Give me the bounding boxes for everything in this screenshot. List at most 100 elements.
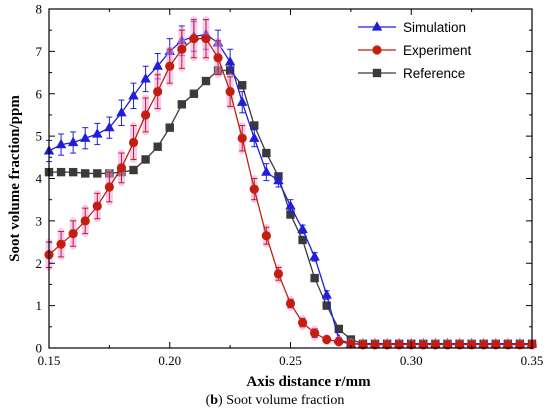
data-point bbox=[128, 90, 139, 100]
data-point bbox=[370, 340, 380, 350]
data-point bbox=[515, 340, 525, 350]
data-point bbox=[310, 328, 320, 338]
data-point bbox=[273, 269, 284, 279]
data-point bbox=[189, 89, 199, 98]
legend-marker bbox=[371, 21, 383, 31]
data-point bbox=[189, 34, 199, 44]
y-tick-label: 6 bbox=[36, 86, 43, 101]
data-point bbox=[68, 167, 78, 177]
data-point bbox=[104, 121, 115, 132]
data-point bbox=[177, 44, 187, 54]
series-experiment bbox=[44, 16, 537, 351]
data-point bbox=[140, 73, 151, 83]
data-point bbox=[346, 339, 356, 349]
data-point bbox=[141, 155, 150, 164]
data-point bbox=[262, 148, 271, 158]
data-point bbox=[467, 340, 477, 350]
data-point bbox=[310, 273, 319, 283]
data-point bbox=[503, 340, 513, 350]
caption-text: Soot volume fraction bbox=[226, 393, 345, 408]
data-point bbox=[430, 340, 440, 350]
data-point bbox=[116, 107, 127, 117]
data-point bbox=[249, 132, 260, 142]
data-point bbox=[238, 81, 247, 90]
data-point bbox=[225, 87, 235, 97]
data-point bbox=[273, 174, 284, 185]
legend-marker bbox=[372, 68, 382, 78]
x-tick-labels: 0.15 0.20 0.25 0.30 0.35 bbox=[38, 353, 544, 368]
y-tick-label: 3 bbox=[36, 213, 43, 228]
data-point bbox=[224, 56, 236, 66]
data-point bbox=[321, 289, 332, 299]
data-point bbox=[92, 128, 103, 138]
data-point bbox=[297, 223, 308, 233]
data-point bbox=[442, 340, 453, 350]
y-tick-label: 5 bbox=[36, 129, 43, 144]
caption-close-paren: ) bbox=[218, 393, 223, 408]
data-point bbox=[237, 96, 248, 106]
data-point bbox=[322, 301, 331, 310]
data-point bbox=[297, 317, 308, 328]
data-point bbox=[479, 340, 489, 350]
data-point bbox=[334, 337, 344, 347]
data-point bbox=[286, 210, 295, 219]
legend-label: Experiment bbox=[403, 43, 472, 58]
data-point bbox=[249, 184, 259, 194]
data-point bbox=[382, 340, 392, 350]
data-point bbox=[250, 121, 259, 130]
legend-item-reference: Reference bbox=[358, 66, 465, 81]
data-point bbox=[81, 169, 90, 178]
data-point bbox=[285, 200, 296, 210]
data-point bbox=[67, 136, 79, 147]
data-point bbox=[68, 228, 78, 239]
y-tick-label: 0 bbox=[36, 341, 43, 356]
data-point bbox=[177, 100, 187, 109]
legend-label: Reference bbox=[403, 66, 465, 81]
data-point bbox=[153, 142, 162, 151]
data-point bbox=[201, 76, 211, 86]
data-point bbox=[104, 182, 114, 192]
y-tick-label: 2 bbox=[36, 256, 43, 271]
data-point bbox=[141, 110, 151, 120]
data-point bbox=[454, 340, 465, 350]
legend-item-experiment: Experiment bbox=[358, 43, 472, 58]
legend-label: Simulation bbox=[403, 20, 466, 35]
x-tick-label: 0.15 bbox=[38, 353, 61, 368]
data-point bbox=[93, 169, 102, 178]
y-tick-label: 1 bbox=[36, 298, 43, 313]
data-point bbox=[237, 133, 247, 143]
x-tick-label: 0.35 bbox=[521, 353, 544, 368]
data-point bbox=[116, 163, 127, 173]
data-point bbox=[261, 166, 272, 176]
data-point bbox=[92, 201, 102, 211]
data-point bbox=[128, 137, 139, 148]
y-tick-label: 7 bbox=[36, 44, 43, 59]
x-tick-label: 0.25 bbox=[279, 353, 302, 368]
data-point bbox=[322, 334, 332, 345]
legend-item-simulation: Simulation bbox=[358, 20, 466, 35]
data-point bbox=[165, 61, 175, 71]
y-tick-labels: 0 1 2 3 4 5 6 7 8 bbox=[36, 2, 43, 356]
data-point bbox=[153, 87, 163, 97]
plot-area bbox=[43, 16, 538, 351]
data-point bbox=[129, 165, 138, 175]
caption-open-paren: ( bbox=[205, 393, 211, 408]
y-axis-title: Soot volume fraction/ppm bbox=[7, 95, 23, 262]
legend: Simulation Experiment Reference bbox=[358, 20, 472, 81]
data-point bbox=[213, 53, 223, 63]
data-point bbox=[56, 167, 66, 177]
chart: 0.15 0.20 0.25 0.30 0.35 0 1 2 3 4 5 6 7 8 Axis dist… bbox=[7, 2, 544, 391]
figure-caption: (b) Soot volume fraction bbox=[0, 393, 550, 409]
data-point bbox=[201, 34, 211, 44]
data-point bbox=[358, 340, 368, 350]
data-point bbox=[418, 340, 428, 350]
data-point bbox=[309, 251, 320, 261]
axis-ticks bbox=[48, 8, 533, 349]
data-point bbox=[285, 298, 296, 309]
data-point bbox=[298, 235, 307, 245]
x-tick-label: 0.20 bbox=[158, 353, 181, 368]
y-tick-label: 4 bbox=[36, 171, 43, 186]
data-point bbox=[491, 340, 501, 350]
x-axis-title: Axis distance r/mm bbox=[246, 374, 371, 390]
data-point bbox=[56, 239, 66, 249]
